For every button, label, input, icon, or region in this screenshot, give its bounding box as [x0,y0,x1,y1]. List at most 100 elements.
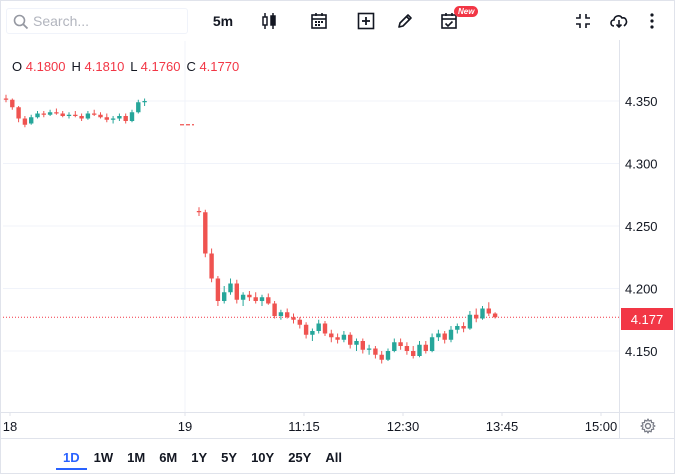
candle-body [303,324,309,335]
candle-body [429,337,435,351]
candle-body [417,344,422,356]
candle-body [297,319,302,325]
candle-body [310,331,315,335]
more-button[interactable] [642,8,662,34]
candle-body [455,326,460,330]
range-1w[interactable]: 1W [93,449,114,465]
candle-body [234,283,239,300]
candle-body [423,344,428,351]
symbol-search[interactable] [6,8,188,34]
candle-body [474,314,479,319]
candle-body [215,278,221,301]
calendar-icon [311,13,327,29]
download-button[interactable] [607,8,631,34]
candle-body [203,212,208,254]
x-tick-label: 15:00 [585,419,618,434]
candle-body [467,314,473,329]
candle-body [366,348,372,350]
range-10y[interactable]: 10Y [251,449,275,465]
candle-body [196,211,202,213]
candle-body [85,113,91,119]
candle-body [136,102,141,113]
open-label: O [12,59,23,74]
open-value: 4.1800 [25,59,66,74]
candle-body [360,341,365,350]
chart-type-button[interactable] [258,8,280,34]
y-tick-label: 4.350 [625,94,658,109]
pencil-icon [398,14,412,28]
candle-body [22,118,28,125]
candle-body [54,112,59,114]
candles-icon [262,13,276,29]
candle-body [35,113,40,118]
candle-body [3,98,9,100]
settings-gear-icon[interactable] [640,418,656,434]
candle-body [335,337,340,340]
candle-body [398,342,403,346]
x-tick-label: 11:15 [288,419,320,434]
candle-body [123,116,128,121]
candle-body [10,99,15,108]
candle-body [16,107,21,119]
compare-button[interactable] [355,8,377,34]
last-price-tag: 4.177 [621,308,673,330]
candle-body [104,117,109,120]
close-label: C [186,59,196,74]
events-button[interactable] [438,8,460,34]
range-6m[interactable]: 6M [159,449,178,465]
candle-body [480,308,485,319]
range-25y[interactable]: 25Y [288,449,312,465]
y-tick-label: 4.250 [625,219,658,234]
range-1y[interactable]: 1Y [191,449,208,465]
y-tick-label: 4.200 [625,282,658,297]
low-value: 4.1760 [140,59,181,74]
candle-body [322,323,328,334]
range-all[interactable]: All [325,449,342,465]
candle-body [266,297,271,304]
range-1m[interactable]: 1M [127,449,146,465]
candle-body [142,101,147,103]
candle-body [411,351,416,356]
candle-body [354,341,359,345]
x-tick-label: 12:30 [387,419,420,434]
y-tick-label: 4.300 [625,157,658,172]
candle-body [209,253,214,279]
candle-body [253,297,258,301]
candle-body [348,334,353,345]
more-vert-icon [650,13,654,29]
search-input[interactable] [33,13,183,29]
interval-button[interactable]: 5m [212,13,234,29]
candle-body [272,303,277,316]
close-value: 4.1770 [199,59,240,74]
candle-body [29,117,34,124]
candle-body [379,354,384,360]
x-tick-label: 18 [3,419,17,434]
candle-body [492,313,498,318]
candle-body [79,116,84,119]
range-1d[interactable]: 1D [56,446,87,470]
high-value: 4.1810 [84,59,125,74]
candle-body [47,112,53,115]
fullscreen-button[interactable] [572,8,594,34]
candle-body [228,283,233,293]
candle-body [129,112,135,121]
candle-body [316,323,321,331]
candle-body [291,317,296,320]
candle-body [436,333,441,338]
range-selector: 1D 1W 1M 6M 1Y 5Y 10Y 25Y All [56,446,349,470]
candle-body [259,297,265,301]
candle-body [240,294,246,300]
y-tick-label: 4.150 [625,344,658,359]
new-badge: New [454,6,479,17]
draw-button[interactable] [394,8,416,34]
calendar-button[interactable] [308,8,330,34]
add-compare-icon [357,12,375,30]
candle-body [373,348,378,355]
candle-body [461,326,466,329]
high-label: H [71,59,81,74]
low-label: L [130,59,138,74]
candle-body [60,113,65,116]
candle-body [247,294,252,298]
range-5y[interactable]: 5Y [221,449,238,465]
